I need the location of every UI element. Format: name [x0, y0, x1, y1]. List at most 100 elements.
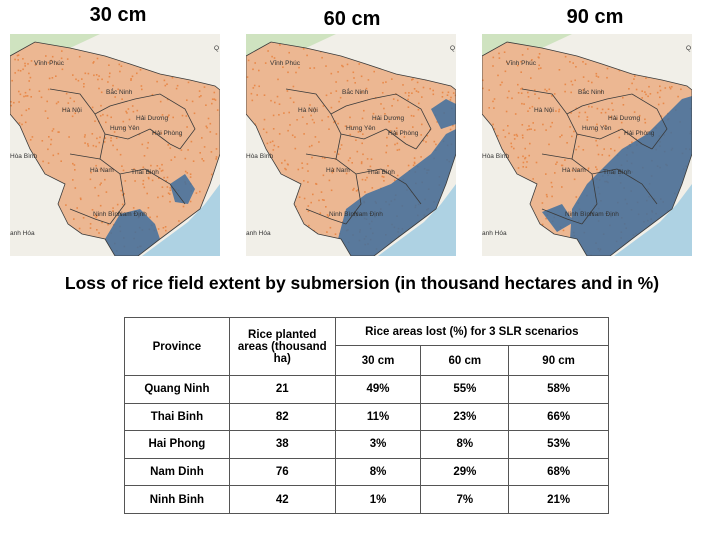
map-place-label: Ninh Bình [565, 211, 594, 218]
cell-loss-30cm: 1% [334, 485, 422, 514]
map-place-label: anh Hóa [482, 230, 507, 237]
province-border [305, 208, 347, 225]
province-border [330, 113, 387, 140]
header-scenario-30cm: 30 cm [334, 345, 422, 376]
cell-loss-30cm: 8% [334, 457, 422, 487]
province-border [69, 153, 101, 160]
map-place-label: Hải Phòng [388, 130, 419, 137]
map-place-label: Vĩnh Phúc [34, 60, 65, 67]
map-place-label: Q [214, 45, 219, 52]
map-place-label: Hưng Yên [346, 125, 376, 132]
cell-area: 21 [228, 375, 336, 404]
delta-outline [246, 41, 456, 256]
forest-area [246, 34, 336, 56]
cell-province: Nam Dinh [124, 457, 230, 487]
map-place-label: Hòa Bình [246, 153, 273, 160]
province-border [109, 173, 126, 225]
cell-area: 42 [228, 485, 336, 514]
map-place-label: Hải Dương [608, 115, 640, 122]
cell-loss-90cm: 53% [508, 430, 609, 459]
province-border [149, 128, 181, 150]
map-place-label: Hà Nội [534, 107, 554, 114]
province-border [94, 113, 151, 140]
map-place-label: Hòa Bình [10, 153, 37, 160]
map-place-label: Nam Định [590, 211, 619, 218]
map-place-label: Hòa Bình [482, 153, 509, 160]
forest-area [482, 34, 572, 56]
cell-loss-60cm: 29% [420, 457, 510, 487]
map-place-label: anh Hóa [10, 230, 35, 237]
province-border [571, 133, 618, 175]
map-place-label: Hà Nam [326, 167, 350, 174]
table-row: Quang Ninh 21 49% 55% 58% [124, 375, 609, 404]
sea-area [142, 184, 220, 256]
map-place-label: Bắc Ninh [342, 87, 369, 96]
header-rice-planted-area: Rice planted areas (thousand ha) [228, 317, 336, 376]
province-border [621, 128, 653, 150]
map-svg: Vĩnh Phúc Hà Nội Bắc Ninh Hải Dương Hưng Yên… [246, 34, 456, 256]
map-place-label: Thái Bình [603, 169, 631, 176]
submerged-area [105, 174, 195, 256]
cell-area: 82 [228, 402, 336, 432]
cell-loss-60cm: 23% [420, 402, 510, 432]
cell-loss-30cm: 11% [334, 402, 422, 432]
map-place-label: Hà Nam [562, 167, 586, 174]
map-place-label: Hải Phòng [624, 130, 655, 137]
map-place-label: Nam Định [354, 211, 383, 218]
sea-area [614, 184, 692, 256]
map-panel-30cm: Vĩnh Phúc Hà Nội Bắc Ninh Hải Dương Hưng Yên… [10, 34, 220, 256]
map-place-label: Ninh Bình [329, 211, 358, 218]
header-scenario-60cm: 60 cm [420, 345, 510, 376]
province-border [335, 133, 382, 175]
main-title: Loss of rice field extent by submersion … [64, 273, 660, 293]
cell-loss-60cm: 7% [420, 485, 510, 514]
map-place-label: Q [686, 45, 691, 52]
table-row: Thai Binh 82 11% 23% 66% [124, 402, 609, 432]
province-border [345, 173, 362, 225]
map-place-label: Hải Dương [136, 115, 168, 122]
table-row: Hai Phong 38 3% 8% 53% [124, 430, 609, 459]
map-panel-90cm: Vĩnh Phúc Hà Nội Bắc Ninh Hải Dương Hưng Yên… [482, 34, 692, 256]
province-border [566, 113, 623, 140]
map-place-label: Vĩnh Phúc [506, 60, 537, 67]
map-place-label: anh Hóa [246, 230, 271, 237]
map-place-label: Hà Nội [62, 107, 82, 114]
map-place-label: Thái Bình [131, 169, 159, 176]
cell-loss-90cm: 68% [508, 457, 609, 487]
cell-loss-30cm: 49% [334, 375, 422, 404]
table-header-row: Province Rice planted areas (thousand ha… [124, 317, 610, 376]
delta-outline [482, 41, 692, 256]
map-place-label: Thái Bình [367, 169, 395, 176]
submerged-area [338, 99, 456, 256]
map-place-label: Hưng Yên [110, 125, 140, 132]
cell-loss-30cm: 3% [334, 430, 422, 459]
map-place-label: Hà Nội [298, 107, 318, 114]
rice-field-area [10, 42, 220, 256]
delta-outline [10, 41, 220, 256]
header-province: Province [124, 317, 230, 376]
map-place-label: Q [450, 45, 455, 52]
province-border [616, 168, 658, 205]
map-place-label: Bắc Ninh [106, 87, 133, 96]
cell-loss-90cm: 66% [508, 402, 609, 432]
cell-loss-60cm: 55% [420, 375, 510, 404]
cell-loss-60cm: 8% [420, 430, 510, 459]
map-svg: Vĩnh Phúc Hà Nội Bắc Ninh Hải Dương Hưng Yên… [10, 34, 220, 256]
map-place-label: Nam Định [118, 211, 147, 218]
province-border [541, 208, 583, 225]
rice-loss-table: Province Rice planted areas (thousand ha… [124, 317, 610, 514]
cell-province: Hai Phong [124, 430, 230, 459]
table-subheader-row: 30 cm 60 cm 90 cm [125, 345, 609, 376]
scenario-title-60cm: 60 cm [323, 8, 381, 30]
province-border [144, 168, 186, 205]
cell-area: 76 [228, 457, 336, 487]
scenario-title-30cm: 30 cm [89, 4, 147, 26]
forest-area [10, 34, 100, 56]
table-row: Ninh Binh 42 1% 7% 21% [124, 485, 609, 514]
province-border [581, 173, 598, 225]
map-place-label: Vĩnh Phúc [270, 60, 301, 67]
map-place-label: Hưng Yên [582, 125, 612, 132]
cell-province: Quang Ninh [124, 375, 230, 404]
province-border [99, 133, 146, 175]
province-border [541, 153, 573, 160]
